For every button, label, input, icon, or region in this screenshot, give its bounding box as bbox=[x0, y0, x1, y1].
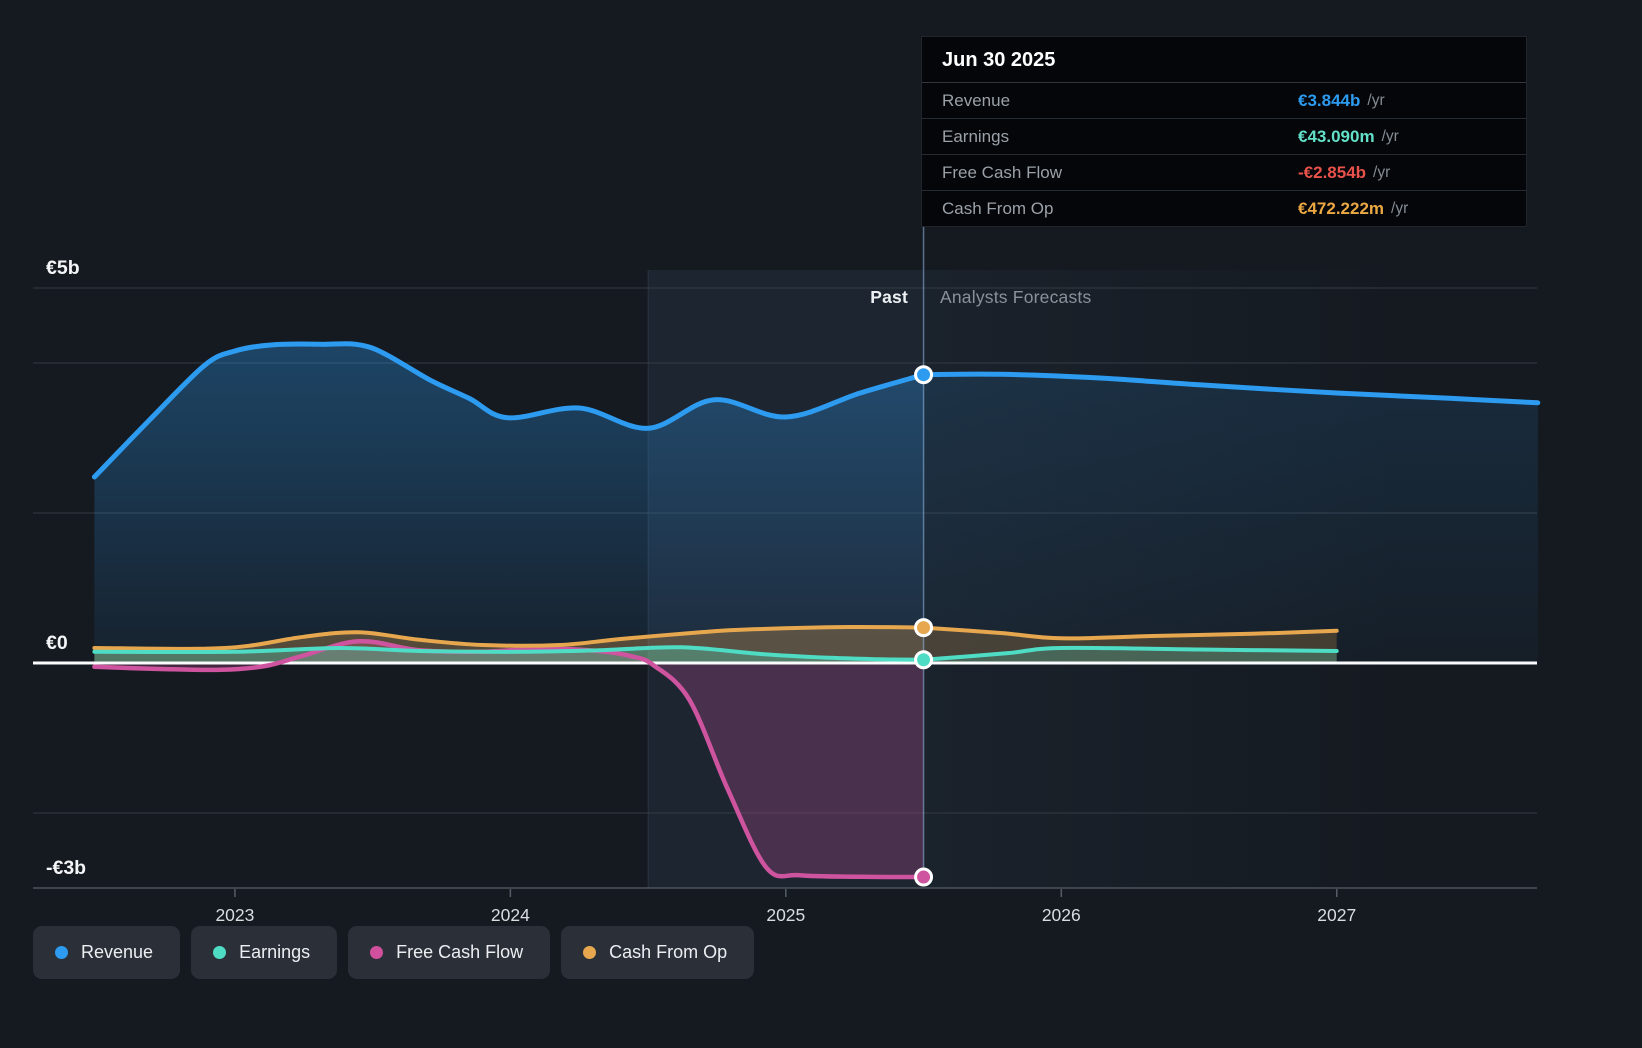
past-label: Past bbox=[870, 287, 908, 307]
revenue-dot-icon bbox=[55, 946, 68, 959]
cashop-line-forecast bbox=[921, 625, 1339, 641]
revenue-area-past bbox=[94, 343, 924, 663]
x-axis-label: 2027 bbox=[1317, 905, 1356, 925]
legend: Revenue Earnings Free Cash Flow Cash Fro… bbox=[33, 926, 755, 979]
tooltip-row-free-cash-flow: Free Cash Flow -€2.854b /yr bbox=[922, 155, 1526, 191]
legend-label: Free Cash Flow bbox=[396, 942, 524, 962]
tooltip-row-value: €3.844b bbox=[1298, 90, 1361, 110]
revenue-area-forecast bbox=[923, 374, 1538, 663]
legend-label: Earnings bbox=[239, 942, 311, 962]
tooltip-row-value: -€2.854b bbox=[1298, 162, 1367, 182]
tooltip-row-suffix: /yr bbox=[1367, 91, 1385, 109]
earnings-line-past bbox=[92, 645, 926, 662]
tooltip-row-suffix: /yr bbox=[1381, 127, 1399, 145]
legend-item-earnings[interactable]: Earnings bbox=[191, 926, 338, 979]
legend-item-free-cash-flow[interactable]: Free Cash Flow bbox=[348, 926, 551, 979]
y-axis-label: -€3b bbox=[46, 857, 86, 879]
legend-item-revenue[interactable]: Revenue bbox=[33, 926, 181, 979]
tooltip-row-label: Free Cash Flow bbox=[942, 162, 1062, 182]
tooltip-row-label: Revenue bbox=[942, 90, 1011, 110]
x-axis-label: 2023 bbox=[215, 905, 254, 925]
earnings-line-forecast bbox=[921, 645, 1339, 662]
tooltip-row-suffix: /yr bbox=[1391, 199, 1409, 217]
tooltip-row-value: €43.090m bbox=[1298, 126, 1375, 146]
fcf-area-past bbox=[94, 641, 924, 877]
cash-from-op-dot-icon bbox=[583, 946, 597, 959]
x-axis-label: 2026 bbox=[1042, 905, 1081, 925]
cashop-line-past bbox=[92, 624, 926, 651]
legend-label: Revenue bbox=[81, 942, 154, 962]
legend-item-cash-from-op[interactable]: Cash From Op bbox=[561, 926, 755, 979]
y-axis-label: €5b bbox=[46, 257, 80, 279]
tooltip-row-label: Earnings bbox=[942, 126, 1010, 146]
cashop-marker-dot bbox=[914, 618, 934, 638]
tooltip: Jun 30 2025 Revenue €3.844b /yr Earnings… bbox=[921, 36, 1527, 227]
fcf-marker-dot bbox=[914, 867, 934, 887]
x-axis-label: 2024 bbox=[491, 905, 530, 925]
y-axis-label: €0 bbox=[46, 632, 68, 654]
tooltip-row-value: €472.222m bbox=[1298, 198, 1385, 218]
tooltip-row-cash-from-op: Cash From Op €472.222m /yr bbox=[922, 191, 1526, 226]
revenue-marker-dot bbox=[914, 365, 934, 385]
tooltip-row-earnings: Earnings €43.090m /yr bbox=[922, 119, 1526, 155]
revenue-line-forecast bbox=[921, 371, 1541, 406]
tooltip-date: Jun 30 2025 bbox=[922, 37, 1526, 83]
earnings-dot-icon bbox=[213, 946, 227, 959]
tooltip-row-revenue: Revenue €3.844b /yr bbox=[922, 83, 1526, 119]
tooltip-row-label: Cash From Op bbox=[942, 198, 1054, 218]
tooltip-row-suffix: /yr bbox=[1373, 163, 1391, 181]
revenue-line-past bbox=[91, 341, 927, 480]
legend-label: Cash From Op bbox=[609, 942, 728, 962]
free-cash-flow-dot-icon bbox=[370, 946, 384, 959]
earnings-marker-dot bbox=[914, 650, 934, 670]
forecast-label: Analysts Forecasts bbox=[940, 287, 1092, 307]
x-axis-label: 2025 bbox=[766, 905, 805, 925]
